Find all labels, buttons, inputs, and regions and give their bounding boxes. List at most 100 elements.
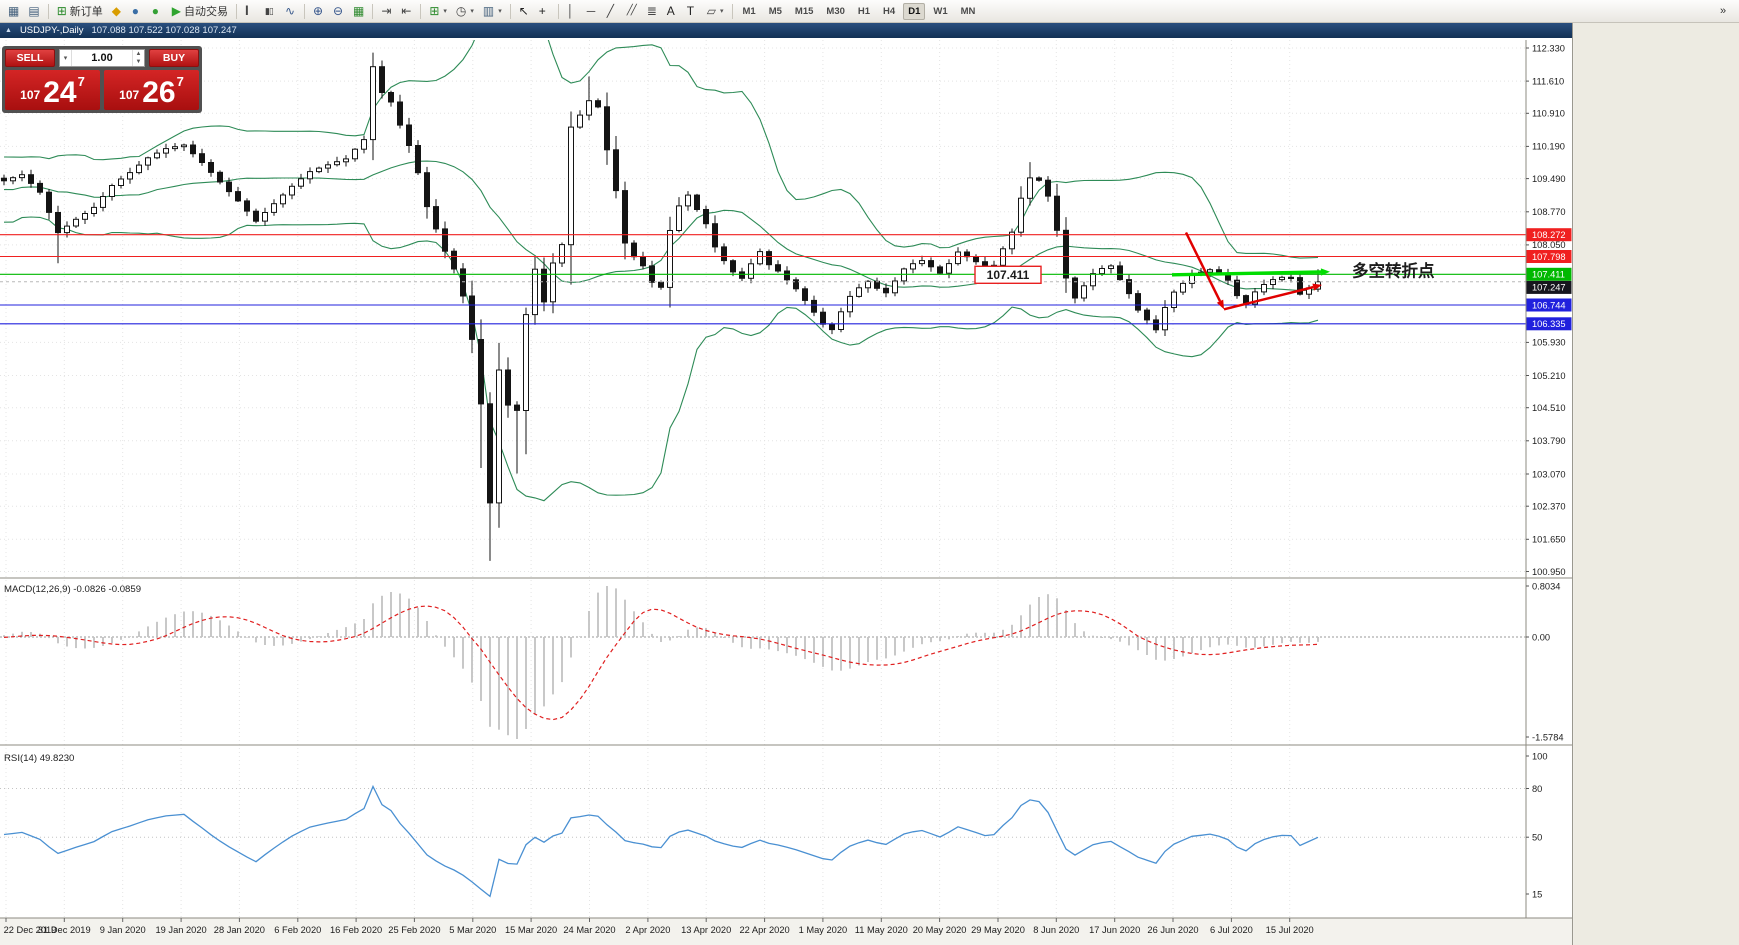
vertical-line-icon: │: [566, 4, 575, 18]
buy-price-tile[interactable]: 107 26 7: [104, 70, 199, 110]
community-icon: ●: [131, 4, 139, 18]
svg-text:107.247: 107.247: [1532, 283, 1566, 293]
svg-text:106.744: 106.744: [1532, 300, 1566, 310]
panel-separators[interactable]: [0, 40, 1572, 919]
svg-text:103.070: 103.070: [1532, 469, 1566, 479]
candlestick-chart-icon[interactable]: ▮▯: [261, 2, 280, 21]
svg-text:108.770: 108.770: [1532, 207, 1566, 217]
shapes-icon[interactable]: ▱ ▾: [703, 2, 728, 21]
timeframe-button-mn[interactable]: MN: [960, 5, 976, 17]
svg-text:107.798: 107.798: [1532, 252, 1566, 262]
mql5-icon[interactable]: ◆: [108, 2, 127, 21]
profiles-icon[interactable]: ▤: [24, 2, 43, 21]
label-icon[interactable]: T: [683, 2, 702, 21]
fibonacci-icon[interactable]: ≣: [643, 2, 662, 21]
rsi-axis[interactable]: 100 80 50 15: [1526, 751, 1548, 899]
svg-text:1 May 2020: 1 May 2020: [799, 925, 848, 935]
indicators-icon[interactable]: ⊞ ▾: [425, 2, 451, 21]
svg-text:100.950: 100.950: [1532, 567, 1566, 577]
zoom-out-icon[interactable]: ⊖: [329, 2, 348, 21]
timeframe-button-m30[interactable]: M30: [826, 5, 845, 17]
new-order-button[interactable]: ⊞ 新订单: [53, 2, 107, 21]
horizontal-line-icon[interactable]: ─: [583, 2, 602, 21]
toolbar-separator: [509, 3, 511, 19]
timeframe-button-h4[interactable]: H4: [883, 5, 896, 17]
zoom-in-icon[interactable]: ⊕: [309, 2, 328, 21]
price-tag: [1526, 298, 1572, 312]
toolbar: ▦ ▤ ⊞ 新订单 ◆ ● ● ▶ 自动交易 ||| ▮▯ ∿ ⊕ ⊖ ▦ ⇥ ⇤ ⊞ ▾ ◷ ▾ ▥ ▾ ↖ + │ ─ ╱ ╱╱ ≣ A…: [0, 0, 1739, 23]
chart-canvas[interactable]: MACD(12,26,9) -0.0826 -0.0859 RSI(14) 49.…: [0, 38, 1572, 945]
svg-text:103.790: 103.790: [1532, 436, 1566, 446]
lot-decrease-icon[interactable]: ▼: [135, 59, 142, 65]
bar-chart-icon[interactable]: |||: [241, 2, 260, 21]
dropdown-caret-icon[interactable]: ▾: [443, 8, 447, 15]
autotrading-icon: ▶: [171, 4, 181, 18]
horizontal-lines[interactable]: [0, 234, 1526, 325]
macd-axis[interactable]: 0.8034 0.00 -1.5784: [1526, 581, 1564, 742]
auto-scroll-icon[interactable]: ⇥: [377, 2, 396, 21]
dropdown-caret-icon[interactable]: ▾: [720, 8, 724, 15]
price-axis[interactable]: 112.330 111.610 110.910 110.190 109.490 108.7…: [1526, 43, 1572, 577]
one-click-trading-panel: SELL ▾ 1.00 ▲ ▼ BUY 107 24 7 107 26 7: [2, 46, 202, 113]
dropdown-caret-icon[interactable]: ▾: [498, 8, 502, 15]
autotrading-button[interactable]: ▶ 自动交易: [168, 2, 232, 21]
toolbar-separator: [303, 3, 305, 19]
sell-button[interactable]: SELL: [5, 49, 55, 67]
chart-titlebar[interactable]: ▲ USDJPY-,Daily 107.088 107.522 107.028 …: [0, 23, 1572, 38]
periods-icon: ◷: [455, 4, 467, 18]
cursor-icon: ↖: [518, 4, 529, 18]
templates-icon[interactable]: ▥ ▾: [479, 2, 506, 21]
vertical-line-icon[interactable]: │: [563, 2, 582, 21]
line-chart-icon[interactable]: ∿: [281, 2, 300, 21]
annotations[interactable]: 107.411 多空转折点: [974, 231, 1435, 311]
svg-text:105.930: 105.930: [1532, 338, 1566, 348]
timeframe-button-h1[interactable]: H1: [857, 5, 871, 17]
periods-icon[interactable]: ◷ ▾: [452, 2, 478, 21]
tile-windows-icon[interactable]: ▦: [349, 2, 368, 21]
buy-button[interactable]: BUY: [149, 49, 199, 67]
bar-chart-icon: |||: [244, 5, 249, 16]
svg-text:15: 15: [1532, 889, 1542, 899]
text-icon[interactable]: A: [663, 2, 682, 21]
chart-shift-icon[interactable]: ⇤: [397, 2, 416, 21]
lot-size-value[interactable]: 1.00: [91, 52, 113, 64]
lot-increase-icon[interactable]: ▲: [135, 51, 142, 57]
svg-text:15 Mar 2020: 15 Mar 2020: [505, 925, 557, 935]
chat-icon[interactable]: ●: [148, 2, 167, 21]
toolbar-more-icon[interactable]: »: [1720, 5, 1727, 17]
sell-price-sup: 7: [77, 74, 85, 89]
new-chart-icon[interactable]: ▦: [4, 2, 23, 21]
timeframe-button-m1[interactable]: M1: [742, 5, 756, 17]
svg-text:22 Apr 2020: 22 Apr 2020: [740, 925, 790, 935]
one-click-prices: 107 24 7 107 26 7: [5, 70, 199, 110]
community-icon[interactable]: ●: [128, 2, 147, 21]
timeframe-button-m15[interactable]: M15: [794, 5, 814, 17]
trendline-icon[interactable]: ╱: [603, 2, 622, 21]
timeframe-button-d1[interactable]: D1: [903, 2, 926, 20]
svg-text:13 Apr 2020: 13 Apr 2020: [681, 925, 731, 935]
text-icon: A: [666, 4, 675, 18]
toolbar-separator: [372, 3, 374, 19]
crosshair-icon[interactable]: +: [535, 2, 554, 21]
channel-icon[interactable]: ╱╱: [623, 2, 642, 21]
svg-text:105.210: 105.210: [1532, 371, 1566, 381]
indicators-icon: ⊞: [429, 4, 440, 18]
svg-text:102.370: 102.370: [1532, 502, 1566, 512]
sell-price-tile[interactable]: 107 24 7: [5, 70, 100, 110]
rsi-label: RSI(14) 49.8230: [4, 753, 74, 764]
price-tag: [1526, 267, 1572, 281]
auto-scroll-icon: ⇥: [381, 4, 392, 18]
candles: [1, 52, 1321, 561]
macd-panel: [0, 586, 1526, 739]
lot-size-field[interactable]: ▾ 1.00 ▲ ▼: [59, 49, 145, 67]
timeframe-button-m5[interactable]: M5: [768, 5, 782, 17]
dropdown-caret-icon[interactable]: ▾: [470, 8, 474, 15]
horizontal-line-icon: ─: [586, 4, 596, 18]
cursor-icon[interactable]: ↖: [515, 2, 534, 21]
timeframe-button-w1[interactable]: W1: [933, 5, 948, 17]
autotrading-button-label: 自动交易: [183, 6, 228, 18]
svg-text:110.190: 110.190: [1532, 142, 1565, 152]
lot-dropdown-icon[interactable]: ▾: [60, 50, 72, 66]
buy-price-big: 26: [142, 76, 176, 110]
